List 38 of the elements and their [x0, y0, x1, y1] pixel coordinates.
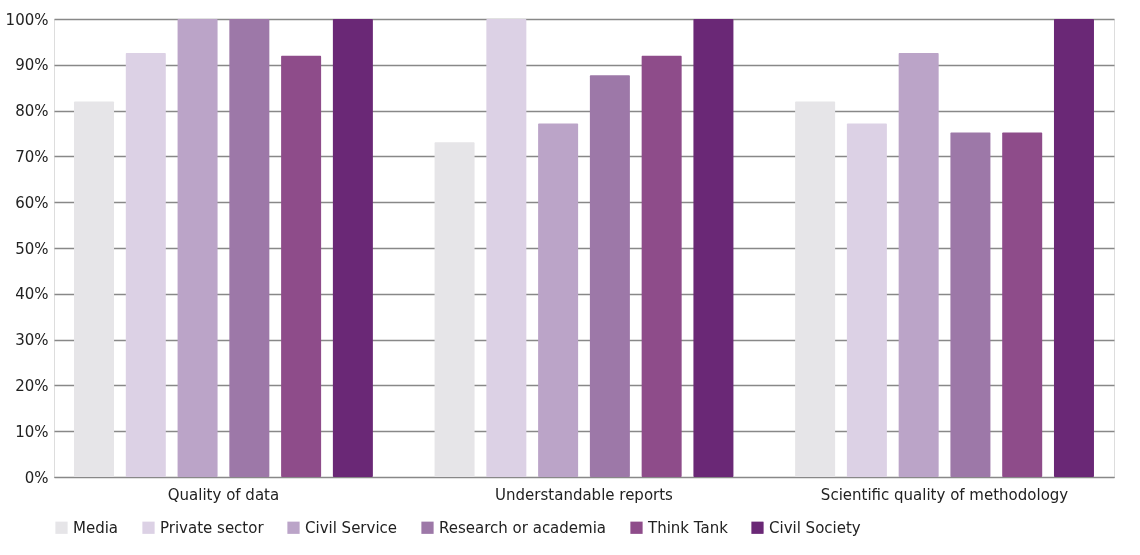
bar [795, 101, 836, 477]
bar [641, 55, 682, 477]
y-tick-label: 60% [15, 193, 49, 212]
bar [486, 19, 527, 477]
bar [332, 19, 373, 477]
x-tick-label: Understandable reports [495, 485, 674, 504]
legend-label: Media [73, 518, 119, 537]
y-tick-label: 40% [15, 285, 49, 304]
y-tick-label: 10% [15, 422, 49, 441]
bar [229, 19, 270, 477]
legend-label: Think Tank [647, 518, 729, 537]
bar [846, 123, 887, 477]
bar [125, 52, 166, 477]
bar [589, 75, 630, 477]
legend-label: Research or academia [439, 518, 607, 537]
y-tick-label: 100% [5, 10, 49, 29]
legend-label: Civil Society [769, 518, 861, 537]
y-tick-label: 80% [15, 102, 49, 121]
y-tick-label: 30% [15, 331, 49, 350]
bar [434, 142, 475, 477]
bar [898, 52, 939, 477]
bar [950, 132, 991, 477]
bar [538, 123, 579, 477]
bar [1002, 132, 1043, 477]
y-tick-label: 20% [15, 376, 49, 395]
bar [177, 19, 218, 477]
bar [74, 101, 115, 477]
bar [1053, 19, 1094, 477]
legend-label: Private sector [160, 518, 265, 537]
x-tick-label: Scientific quality of methodology [820, 485, 1069, 504]
legend-label: Civil Service [305, 518, 398, 537]
y-tick-label: 50% [15, 239, 49, 258]
y-tick-label: 90% [15, 56, 49, 75]
y-tick-label: 0% [24, 468, 49, 487]
bar [693, 19, 734, 477]
x-tick-label: Quality of data [167, 485, 280, 504]
bar [281, 55, 322, 477]
y-tick-label: 70% [15, 147, 49, 166]
